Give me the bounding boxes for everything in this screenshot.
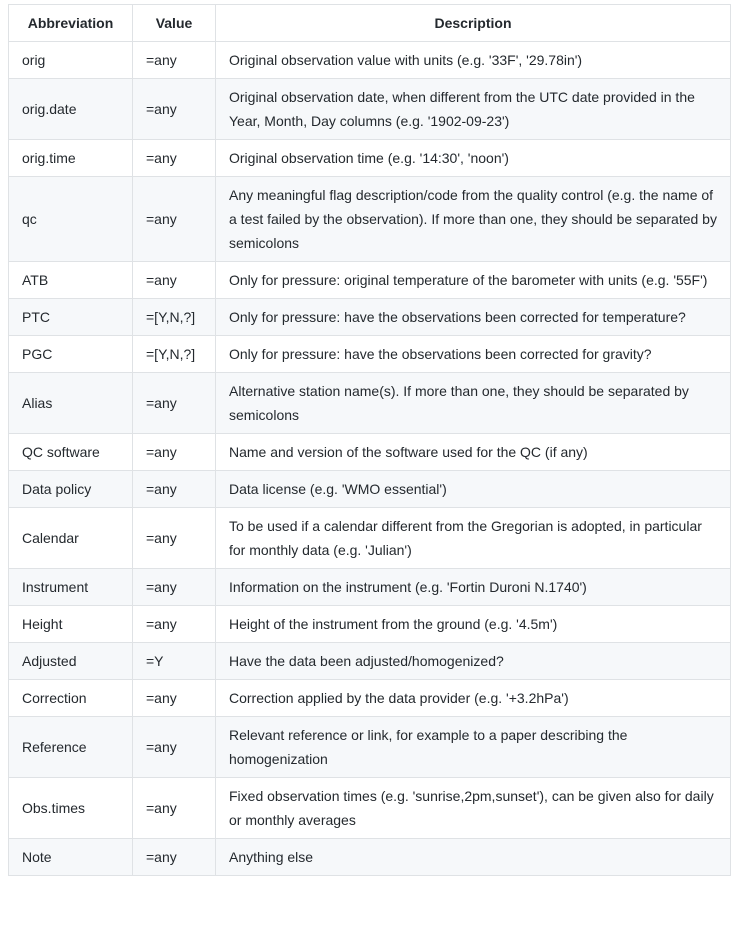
document-page: Abbreviation Value Description orig =any… — [8, 4, 731, 876]
description-cell: Only for pressure: have the observations… — [215, 298, 731, 336]
description-cell: Only for pressure: original temperature … — [215, 261, 731, 299]
column-header-value: Value — [132, 4, 216, 42]
value-cell: =any — [132, 716, 216, 778]
abbreviation-cell: Adjusted — [8, 642, 133, 680]
table-row: orig =any Original observation value wit… — [8, 41, 731, 79]
table-row: Instrument =any Information on the instr… — [8, 568, 731, 606]
table-row: Obs.times =any Fixed observation times (… — [8, 777, 731, 839]
description-cell: Original observation date, when differen… — [215, 78, 731, 140]
value-cell: =any — [132, 838, 216, 876]
table-row: orig.date =any Original observation date… — [8, 78, 731, 140]
value-cell: =any — [132, 605, 216, 643]
value-cell: =any — [132, 78, 216, 140]
abbreviation-cell: ATB — [8, 261, 133, 299]
abbreviation-cell: orig — [8, 41, 133, 79]
description-cell: To be used if a calendar different from … — [215, 507, 731, 569]
description-cell: Original observation value with units (e… — [215, 41, 731, 79]
abbreviation-cell: PGC — [8, 335, 133, 373]
value-cell: =any — [132, 507, 216, 569]
value-cell: =Y — [132, 642, 216, 680]
abbreviation-cell: Calendar — [8, 507, 133, 569]
description-cell: Only for pressure: have the observations… — [215, 335, 731, 373]
table-header-row: Abbreviation Value Description — [8, 4, 731, 42]
value-cell: =any — [132, 139, 216, 177]
table-row: PTC =[Y,N,?] Only for pressure: have the… — [8, 298, 731, 336]
table-row: Note =any Anything else — [8, 838, 731, 876]
value-cell: =any — [132, 568, 216, 606]
abbreviation-cell: Obs.times — [8, 777, 133, 839]
value-cell: =any — [132, 176, 216, 262]
table-body: orig =any Original observation value wit… — [8, 41, 731, 876]
description-cell: Data license (e.g. 'WMO essential') — [215, 470, 731, 508]
abbreviation-cell: PTC — [8, 298, 133, 336]
value-cell: =any — [132, 470, 216, 508]
table-row: QC software =any Name and version of the… — [8, 433, 731, 471]
abbreviation-cell: Reference — [8, 716, 133, 778]
description-cell: Height of the instrument from the ground… — [215, 605, 731, 643]
description-cell: Correction applied by the data provider … — [215, 679, 731, 717]
value-cell: =any — [132, 372, 216, 434]
abbreviation-cell: qc — [8, 176, 133, 262]
value-cell: =[Y,N,?] — [132, 298, 216, 336]
column-header-description: Description — [215, 4, 731, 42]
description-cell: Relevant reference or link, for example … — [215, 716, 731, 778]
table-row: Alias =any Alternative station name(s). … — [8, 372, 731, 434]
value-cell: =any — [132, 777, 216, 839]
description-cell: Fixed observation times (e.g. 'sunrise,2… — [215, 777, 731, 839]
table-row: ATB =any Only for pressure: original tem… — [8, 261, 731, 299]
abbreviation-cell: Instrument — [8, 568, 133, 606]
table-row: Reference =any Relevant reference or lin… — [8, 716, 731, 778]
table-row: Calendar =any To be used if a calendar d… — [8, 507, 731, 569]
table-row: Height =any Height of the instrument fro… — [8, 605, 731, 643]
abbreviation-cell: Height — [8, 605, 133, 643]
abbreviation-cell: Alias — [8, 372, 133, 434]
table-row: qc =any Any meaningful flag description/… — [8, 176, 731, 262]
value-cell: =any — [132, 433, 216, 471]
value-cell: =any — [132, 41, 216, 79]
abbreviation-cell: QC software — [8, 433, 133, 471]
abbreviation-cell: Data policy — [8, 470, 133, 508]
description-cell: Have the data been adjusted/homogenized? — [215, 642, 731, 680]
description-cell: Alternative station name(s). If more tha… — [215, 372, 731, 434]
description-cell: Anything else — [215, 838, 731, 876]
table-row: orig.time =any Original observation time… — [8, 139, 731, 177]
value-cell: =any — [132, 679, 216, 717]
column-header-abbreviation: Abbreviation — [8, 4, 133, 42]
description-cell: Any meaningful flag description/code fro… — [215, 176, 731, 262]
table-row: PGC =[Y,N,?] Only for pressure: have the… — [8, 335, 731, 373]
abbreviation-cell: Correction — [8, 679, 133, 717]
abbreviation-cell: orig.date — [8, 78, 133, 140]
value-cell: =[Y,N,?] — [132, 335, 216, 373]
metadata-abbreviations-table: Abbreviation Value Description orig =any… — [8, 4, 731, 876]
description-cell: Information on the instrument (e.g. 'For… — [215, 568, 731, 606]
table-row: Correction =any Correction applied by th… — [8, 679, 731, 717]
description-cell: Name and version of the software used fo… — [215, 433, 731, 471]
value-cell: =any — [132, 261, 216, 299]
table-row: Data policy =any Data license (e.g. 'WMO… — [8, 470, 731, 508]
abbreviation-cell: orig.time — [8, 139, 133, 177]
description-cell: Original observation time (e.g. '14:30',… — [215, 139, 731, 177]
abbreviation-cell: Note — [8, 838, 133, 876]
table-row: Adjusted =Y Have the data been adjusted/… — [8, 642, 731, 680]
